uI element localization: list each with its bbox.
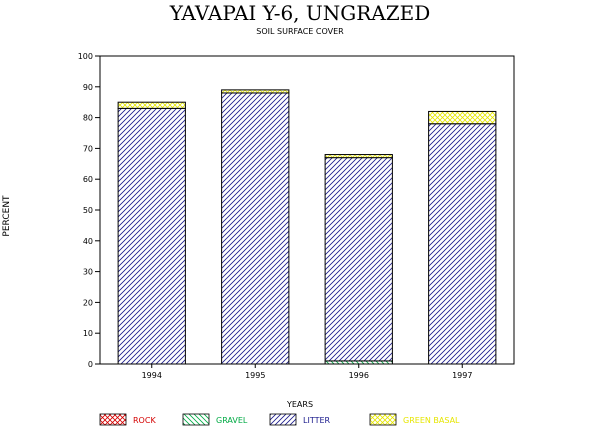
x-tick-label: 1996 <box>349 371 369 380</box>
bar-segment <box>221 89 290 94</box>
legend-label: GRAVEL <box>216 416 248 425</box>
legend-swatch <box>99 413 127 426</box>
bar-segment <box>117 101 186 109</box>
y-tick-label: 20 <box>83 298 93 307</box>
y-axis: 0 10 20 30 40 50 60 70 80 90 100 <box>78 52 100 369</box>
legend-swatch <box>182 413 210 426</box>
x-axis: 1994 1995 1996 1997 <box>142 364 472 380</box>
y-axis-label: PERCENT <box>2 195 12 237</box>
y-tick-label: 40 <box>83 237 93 246</box>
legend-label: LITTER <box>303 416 331 425</box>
x-tick-label: 1995 <box>245 371 265 380</box>
bars <box>117 89 497 365</box>
y-tick-label: 50 <box>83 206 93 215</box>
legend-label: GREEN BASAL <box>403 416 460 425</box>
y-tick-label: 10 <box>83 329 93 338</box>
legend-item: LITTER <box>269 413 331 426</box>
legend: ROCK GRAVEL LITTER GREEN BASAL <box>99 413 460 426</box>
y-tick-label: 90 <box>83 83 93 92</box>
y-tick-label: 0 <box>88 360 93 369</box>
y-tick-label: 80 <box>83 114 93 123</box>
x-tick-label: 1994 <box>142 371 162 380</box>
legend-swatch <box>269 413 297 426</box>
bar-segment <box>428 123 497 365</box>
bar-segment <box>428 110 497 125</box>
legend-item: GRAVEL <box>182 413 248 426</box>
bar-segment <box>324 157 393 362</box>
legend-item: GREEN BASAL <box>369 413 460 426</box>
x-tick-label: 1997 <box>452 371 472 380</box>
y-tick-label: 70 <box>83 144 93 153</box>
y-tick-label: 30 <box>83 268 93 277</box>
chart-subtitle: SOIL SURFACE COVER <box>256 27 344 36</box>
y-tick-label: 100 <box>78 52 93 61</box>
legend-swatch <box>369 413 397 426</box>
bar-segment <box>221 92 290 365</box>
legend-item: ROCK <box>99 413 156 426</box>
y-tick-label: 60 <box>83 175 93 184</box>
bar-segment <box>324 154 393 159</box>
chart-title: YAVAPAI Y-6, UNGRAZED <box>169 1 431 25</box>
x-axis-label: YEARS <box>286 400 313 409</box>
bar-segment <box>117 107 186 365</box>
legend-label: ROCK <box>133 416 156 425</box>
